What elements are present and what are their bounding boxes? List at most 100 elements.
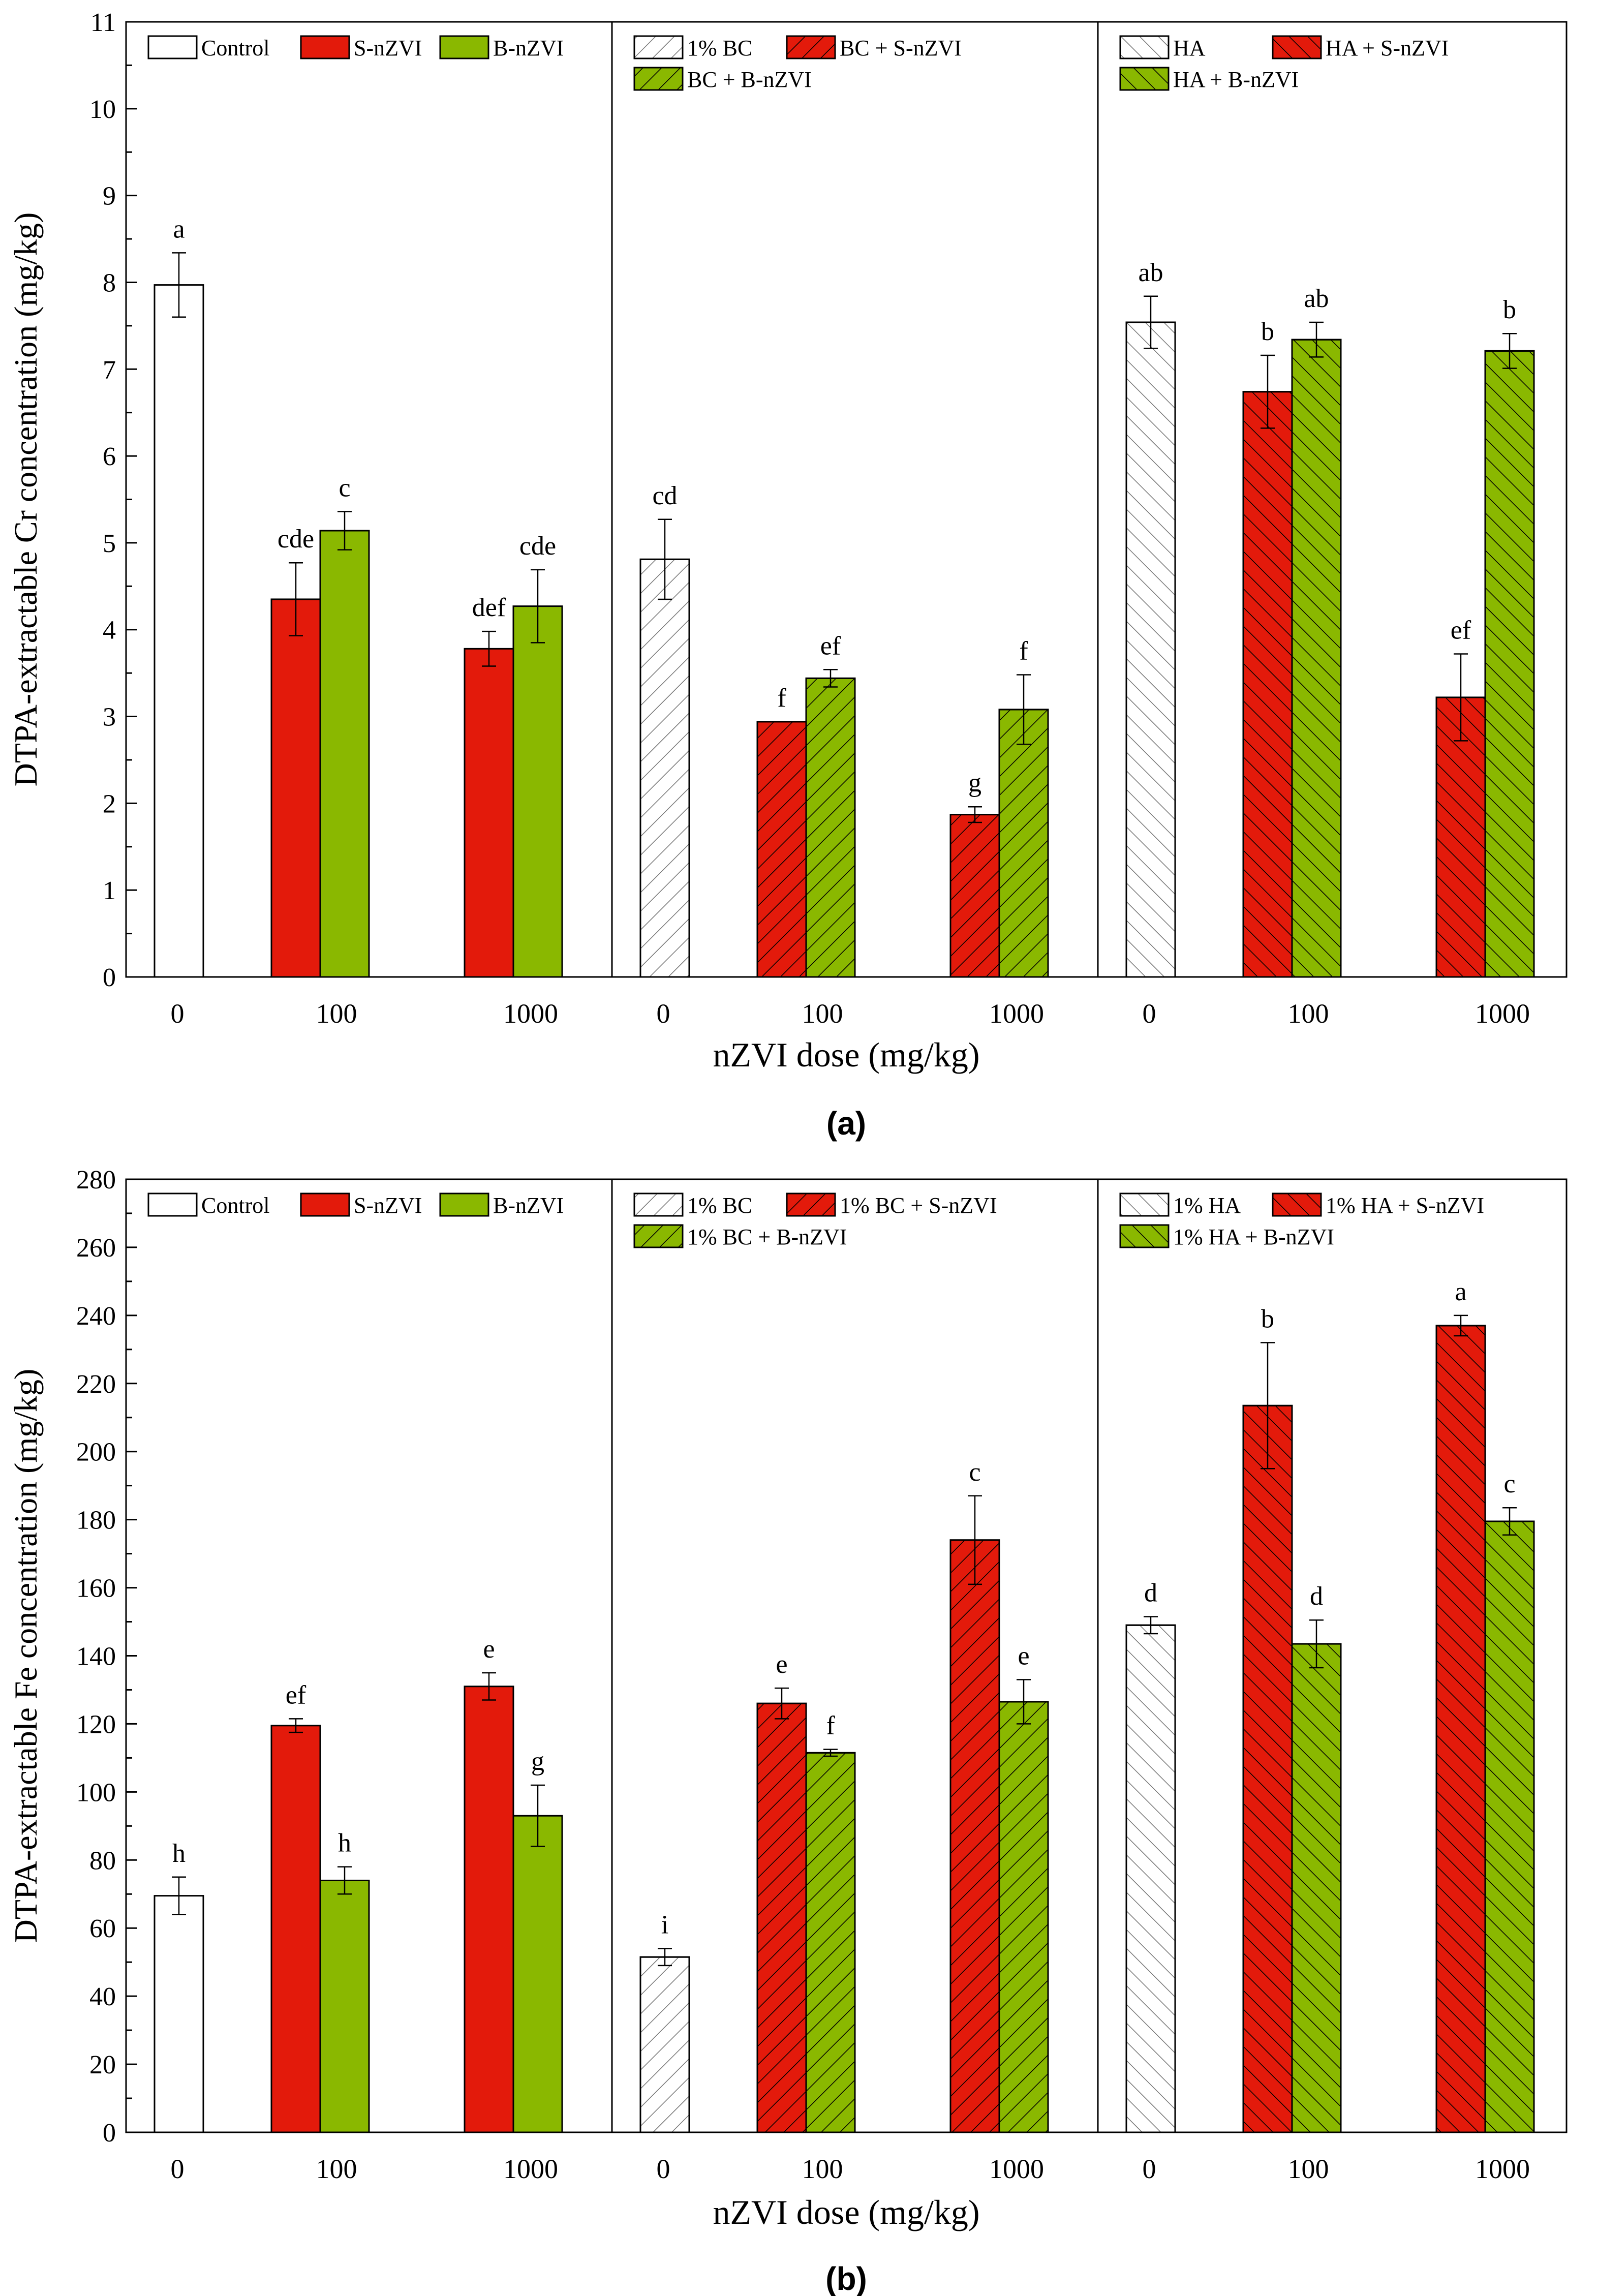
significance-label: cd (652, 481, 677, 510)
significance-label: h (338, 1829, 351, 1858)
legend-label: B-nZVI (493, 1193, 564, 1218)
x-tick-label: 0 (171, 2154, 185, 2184)
bar-1000-b-nzvi-hatch (998, 1701, 1049, 2133)
legend-label: 1% BC (687, 36, 752, 60)
y-tick-label: 4 (103, 616, 116, 645)
x-tick-label: 100 (1288, 2154, 1329, 2184)
y-tick-label: 280 (76, 1166, 116, 1195)
legend: 1% BC BC + S-nZVI BC + B-nZVI (633, 35, 962, 92)
legend-swatch (439, 35, 489, 59)
y-tick-label: 20 (89, 2050, 116, 2079)
significance-label: a (1455, 1277, 1466, 1306)
y-tick-label: 240 (76, 1302, 116, 1331)
significance-label: ef (820, 631, 841, 660)
legend-label: 1% BC (687, 1193, 752, 1218)
y-tick-label: 100 (76, 1778, 116, 1807)
y-tick-label: 180 (76, 1506, 116, 1535)
y-tick-label: 11 (90, 8, 116, 37)
significance-label: ef (1451, 616, 1471, 645)
legend-swatch (147, 35, 198, 59)
legend-swatch-hatch (1119, 1224, 1170, 1248)
x-tick-label: 1000 (989, 2154, 1044, 2184)
y-axis-label: DTPA-extractable Fe concentration (mg/kg… (8, 1369, 44, 1943)
x-tick-label: 100 (802, 998, 843, 1029)
legend: 1% BC 1% BC + S-nZVI 1% BC + B-nZVI (633, 1192, 997, 1249)
legend-label: Control (201, 1193, 269, 1218)
x-axis-label: nZVI dose (mg/kg) (713, 1035, 979, 1074)
x-axis-label: nZVI dose (mg/kg) (713, 2193, 979, 2231)
x-tick-label: 100 (316, 998, 357, 1029)
legend-label: HA + B-nZVI (1173, 67, 1299, 92)
legend: HA HA + S-nZVI HA + B-nZVI (1119, 35, 1449, 92)
legend: Control S-nZVI B-nZVI (147, 1192, 564, 1218)
significance-label: c (969, 1458, 980, 1487)
legend-swatch-hatch (1272, 35, 1322, 59)
x-tick-label: 1000 (1475, 2154, 1530, 2184)
bar-0-baseline-hatch (639, 1956, 690, 2133)
significance-label: g (968, 769, 981, 798)
bar-100-b-nzvi (319, 1879, 370, 2133)
significance-label: e (1018, 1641, 1029, 1670)
legend-label: HA + S-nZVI (1326, 36, 1449, 60)
legend-label: BC + S-nZVI (840, 36, 962, 60)
significance-label: ab (1304, 284, 1329, 313)
bar-1000-s-nzvi-hatch (949, 1539, 1000, 2133)
y-tick-label: 260 (76, 1234, 116, 1263)
y-tick-label: 120 (76, 1710, 116, 1739)
bar-0-baseline-hatch (639, 558, 690, 978)
bar-100-b-nzvi-hatch (1291, 339, 1342, 978)
y-tick-label: 7 (103, 355, 116, 384)
bar-1000-s-nzvi (464, 1686, 514, 2133)
legend-label: 1% HA (1173, 1193, 1241, 1218)
significance-label: c (1503, 1470, 1515, 1498)
bar-group-2: cd f ef g f 1% BC BC + S-nZVI BC + B-nZVI (633, 35, 1049, 978)
bar-0-baseline-hatch (1125, 321, 1176, 978)
x-tick-label: 100 (802, 2154, 843, 2184)
significance-label: d (1310, 1582, 1323, 1611)
y-axis-label: DTPA-extractable Cr concentration (mg/kg… (8, 212, 44, 787)
y-tick-label: 1 (103, 876, 116, 905)
legend-swatch-hatch (633, 35, 684, 59)
significance-label: b (1261, 1304, 1274, 1333)
x-tick-label: 1000 (503, 2154, 558, 2184)
legend-swatch-hatch (1119, 1192, 1170, 1217)
significance-label: cde (278, 525, 314, 554)
x-tick-label: 1000 (989, 998, 1044, 1029)
chart-panel-b: 0 20 40 60 80 100 120 140 160 180 200 220 240 260 280 D… (8, 1166, 1568, 2296)
y-tick-label: 2 (103, 789, 116, 818)
y-tick-label: 40 (89, 1982, 116, 2011)
bar-0-baseline (153, 284, 204, 978)
bar-100-b-nzvi-hatch (805, 1752, 856, 2133)
y-tick-label: 200 (76, 1438, 116, 1467)
y-tick-label: 0 (103, 2119, 116, 2148)
legend: 1% HA 1% HA + S-nZVI 1% HA + B-nZVI (1119, 1192, 1484, 1249)
y-tick-label: 0 (103, 963, 116, 992)
x-tick-label: 0 (1143, 2154, 1156, 2184)
x-tick-label: 0 (171, 998, 185, 1029)
bar-100-s-nzvi (270, 1725, 321, 2133)
y-tick-label: 10 (89, 95, 116, 124)
legend-label: 1% HA + B-nZVI (1173, 1224, 1334, 1249)
legend-swatch (147, 1192, 198, 1217)
bar-group-3: ab b ab ef b HA HA + S-nZVI HA + B-nZVI (1119, 35, 1535, 978)
significance-label: d (1144, 1578, 1157, 1607)
bar-100-s-nzvi-hatch (1242, 1404, 1293, 2133)
significance-label: a (173, 215, 185, 243)
bar-100-s-nzvi-hatch (1242, 391, 1293, 978)
significance-label: b (1503, 295, 1516, 324)
y-tick-label: 220 (76, 1370, 116, 1399)
chart-panel-a: 0 1 2 3 4 5 6 7 8 9 10 11 DTPA-extractable Cr concen… (8, 8, 1568, 1142)
significance-label: cde (519, 532, 556, 561)
significance-label: f (1019, 637, 1028, 666)
x-tick-label: 1000 (503, 998, 558, 1029)
x-tick-label: 0 (1143, 998, 1156, 1029)
bar-1000-b-nzvi (512, 1815, 563, 2133)
significance-label: e (776, 1650, 787, 1679)
legend-swatch-hatch (1272, 1192, 1322, 1217)
bar-group-1: h ef h e g Control S-nZVI B-nZVI (147, 1192, 564, 2133)
significance-label: h (172, 1839, 186, 1868)
bar-1000-b-nzvi (512, 605, 563, 978)
bar-1000-b-nzvi-hatch (1484, 1520, 1535, 2133)
legend-label: BC + B-nZVI (687, 67, 812, 92)
y-tick-label: 60 (89, 1914, 116, 1943)
